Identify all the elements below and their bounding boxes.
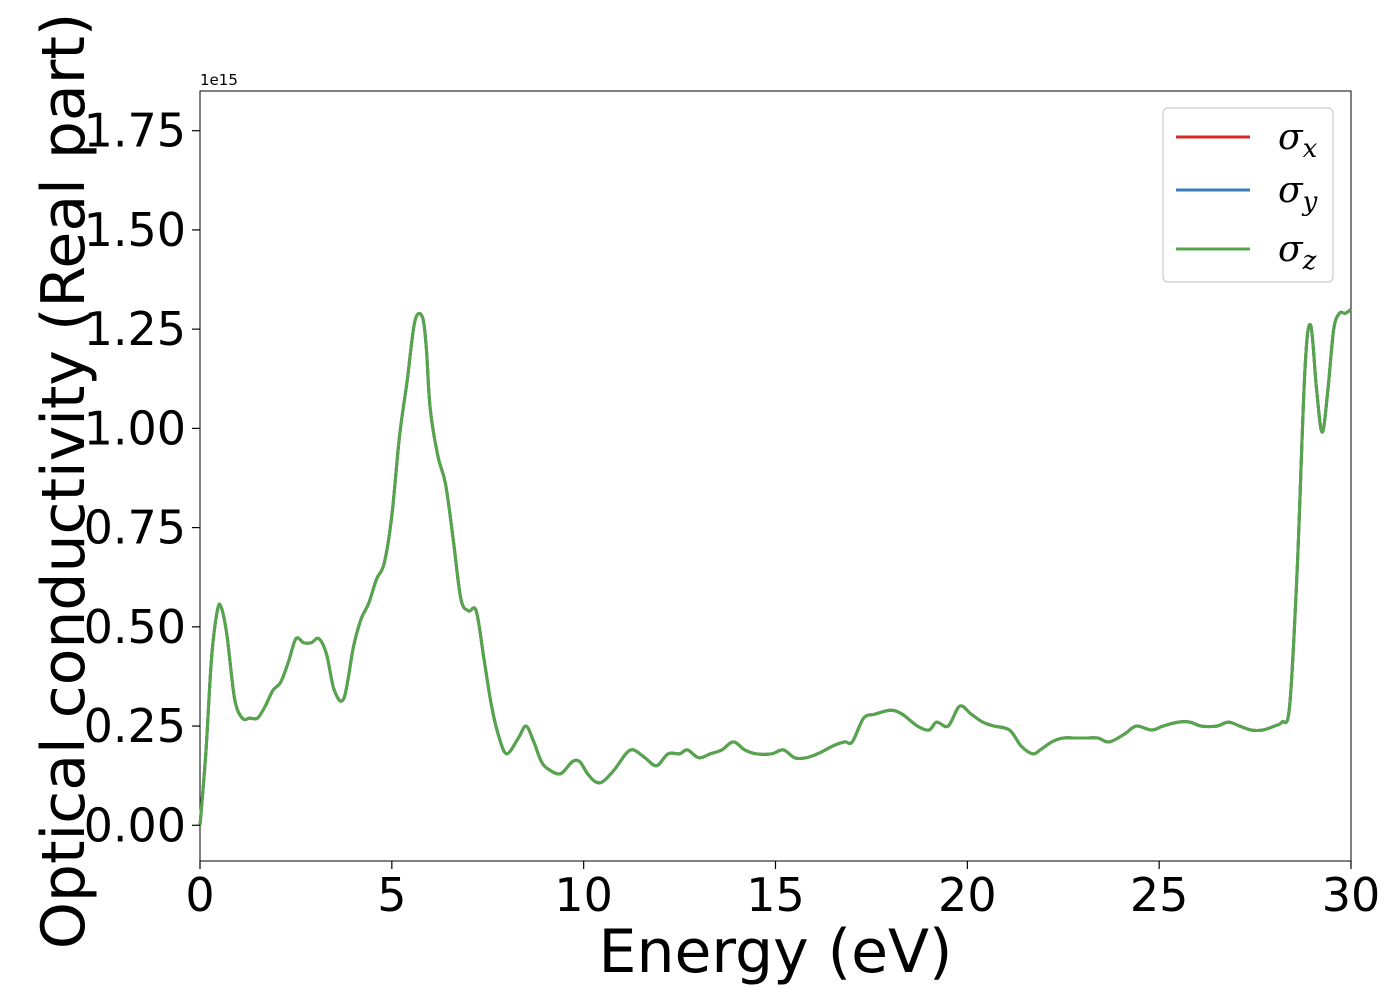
x-tick-label: 20 bbox=[938, 868, 997, 922]
legend: σx σy σz bbox=[1162, 107, 1334, 283]
x-tick-label: 25 bbox=[1130, 868, 1189, 922]
y-tick-label: 0.00 bbox=[84, 798, 186, 852]
legend-label-z: σz bbox=[1278, 229, 1317, 276]
y-tick-label: 0.25 bbox=[84, 699, 186, 753]
y-axis-label: Optical conductivity (Real part) bbox=[29, 13, 99, 950]
y-tick-label: 1.00 bbox=[84, 401, 186, 455]
x-axis-label: Energy (eV) bbox=[599, 917, 953, 987]
series-line-x bbox=[198, 308, 1352, 826]
x-tick-label: 10 bbox=[554, 868, 613, 922]
x-tick-label: 0 bbox=[185, 868, 214, 922]
x-tick-label: 30 bbox=[1322, 868, 1381, 922]
y-tick-label: 0.75 bbox=[84, 501, 186, 555]
legend-box bbox=[1162, 107, 1334, 283]
y-tick-label: 1.50 bbox=[84, 203, 186, 257]
legend-label-x: σx bbox=[1278, 117, 1318, 164]
y-offset-text: 1e15 bbox=[200, 71, 238, 89]
legend-label-y: σy bbox=[1278, 170, 1318, 217]
series-layer bbox=[198, 308, 1352, 826]
x-tick-label: 5 bbox=[377, 868, 406, 922]
series-line-y bbox=[198, 308, 1352, 826]
x-axis-ticks: 0 5 10 15 20 25 30 bbox=[185, 861, 1380, 922]
y-tick-label: 1.25 bbox=[84, 302, 186, 356]
series-line-z bbox=[198, 308, 1352, 826]
x-tick-label: 15 bbox=[746, 868, 805, 922]
y-tick-label: 1.75 bbox=[84, 104, 186, 158]
y-tick-label: 0.50 bbox=[84, 600, 186, 654]
y-axis-ticks: 0.00 0.25 0.50 0.75 1.00 1.25 1.50 1.75 bbox=[84, 104, 200, 852]
